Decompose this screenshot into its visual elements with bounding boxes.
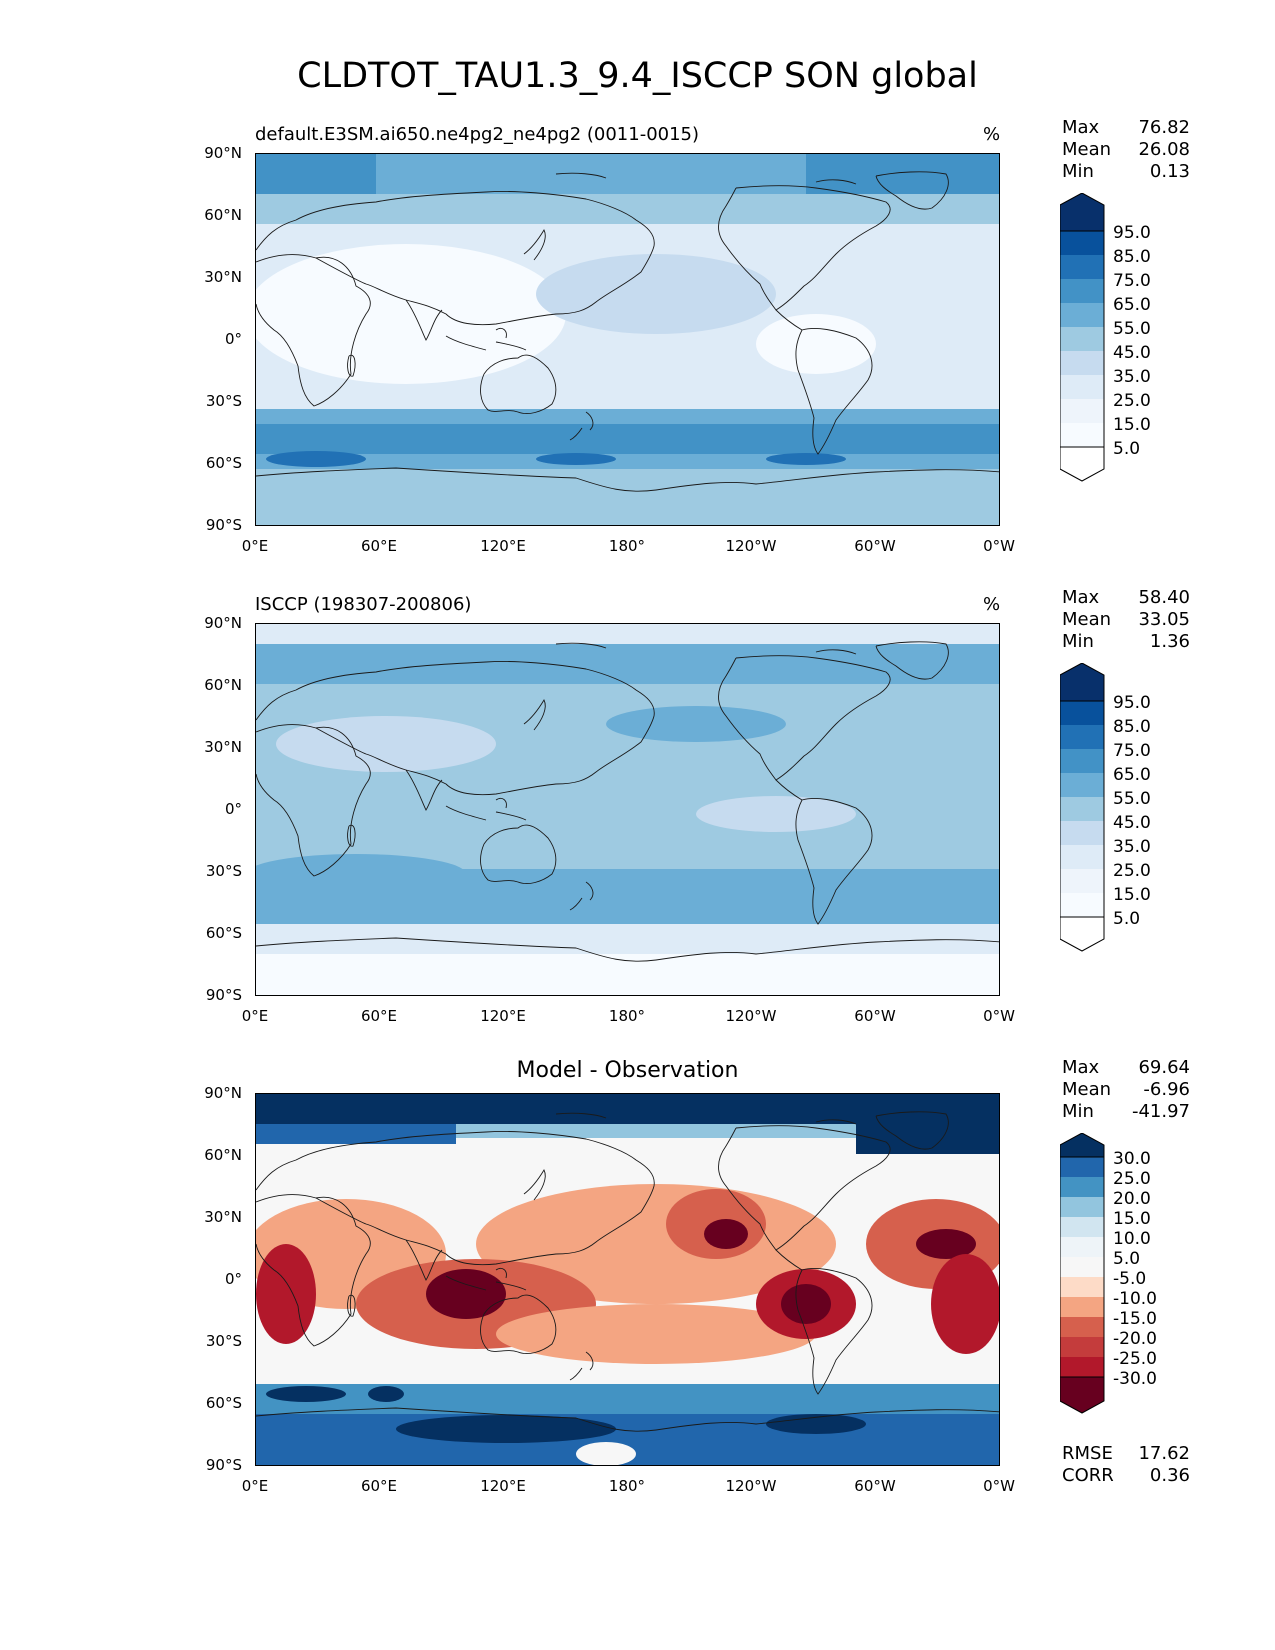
panel-model: default.E3SM.ai650.ne4pg2_ne4pg2 (0011-0…: [0, 0, 1275, 555]
panel-observation: ISCCP (198307-200806) % 90°N 60°N 30°N 0…: [0, 470, 1275, 1025]
lat-tick: 30°S: [205, 862, 242, 880]
contour-map-model: [256, 154, 999, 525]
lon-tick: 60°E: [360, 1477, 398, 1495]
contour-map-difference: [256, 1094, 999, 1465]
lat-tick: 60°N: [204, 206, 242, 224]
lat-tick: 60°N: [204, 1146, 242, 1164]
lat-tick: 60°S: [205, 454, 242, 472]
lon-tick: 60°W: [854, 1007, 896, 1025]
lon-tick: 0°E: [241, 1007, 269, 1025]
lat-tick: 90°N: [204, 1084, 242, 1102]
lon-tick: 180°: [608, 537, 646, 555]
lat-tick: 90°N: [204, 614, 242, 632]
colorbar-observation: [1060, 663, 1105, 952]
lat-tick: 90°S: [205, 516, 242, 534]
lon-tick: 0°E: [241, 537, 269, 555]
lat-tick: 60°N: [204, 676, 242, 694]
lat-tick: 0°: [224, 1270, 242, 1288]
colorbar-model: [1060, 193, 1105, 482]
lat-tick: 0°: [224, 800, 242, 818]
lat-tick: 30°N: [204, 1208, 242, 1226]
lon-tick: 0°W: [983, 537, 1015, 555]
lat-tick: 90°S: [205, 986, 242, 1004]
lon-tick: 60°W: [854, 537, 896, 555]
lat-tick: 30°N: [204, 738, 242, 756]
lat-tick: 30°S: [205, 1332, 242, 1350]
lat-tick: 30°S: [205, 392, 242, 410]
lon-tick: 120°E: [480, 1007, 526, 1025]
panel-title-model: default.E3SM.ai650.ne4pg2_ne4pg2 (0011-0…: [255, 124, 700, 145]
panel-title-obs: ISCCP (198307-200806): [255, 594, 472, 615]
stats-observation: Max 58.40 Mean 33.05 Min 1.36: [1062, 587, 1190, 652]
panel-difference: Model - Observation: [0, 940, 1275, 1495]
lat-tick: 90°N: [204, 144, 242, 162]
contour-map-observation: [256, 624, 999, 995]
colorbar-difference: [1060, 1133, 1105, 1414]
lat-tick: 60°S: [205, 924, 242, 942]
lon-tick: 120°W: [725, 1477, 777, 1495]
units-label: %: [983, 124, 1001, 145]
lon-tick: 120°W: [725, 537, 777, 555]
stats-difference: Max 69.64 Mean -6.96 Min -41.97: [1062, 1057, 1190, 1122]
panel-title-diff: Model - Observation: [516, 1058, 739, 1083]
map-model: [255, 153, 1000, 526]
lon-tick: 0°W: [983, 1007, 1015, 1025]
lat-tick: 0°: [224, 330, 242, 348]
lon-tick: 60°E: [360, 1007, 398, 1025]
lat-tick: 30°N: [204, 268, 242, 286]
lat-tick: 60°S: [205, 1394, 242, 1412]
lon-tick: 0°E: [241, 1477, 269, 1495]
lon-tick: 0°W: [983, 1477, 1015, 1495]
lon-tick: 180°: [608, 1007, 646, 1025]
figure-title: CLDTOT_TAU1.3_9.4_ISCCP SON global: [297, 56, 978, 96]
lon-tick: 60°W: [854, 1477, 896, 1495]
map-difference: [255, 1093, 1000, 1466]
lon-tick: 120°W: [725, 1007, 777, 1025]
lon-tick: 60°E: [360, 537, 398, 555]
stats-model: Max 76.82 Mean 26.08 Min 0.13: [1062, 117, 1190, 182]
lat-tick: 90°S: [205, 1456, 242, 1474]
metrics-difference: RMSE 17.62 CORR 0.36: [1062, 1443, 1190, 1486]
lon-tick: 120°E: [480, 1477, 526, 1495]
lon-tick: 120°E: [480, 537, 526, 555]
units-label: %: [983, 594, 1001, 615]
lon-tick: 180°: [608, 1477, 646, 1495]
map-observation: [255, 623, 1000, 996]
